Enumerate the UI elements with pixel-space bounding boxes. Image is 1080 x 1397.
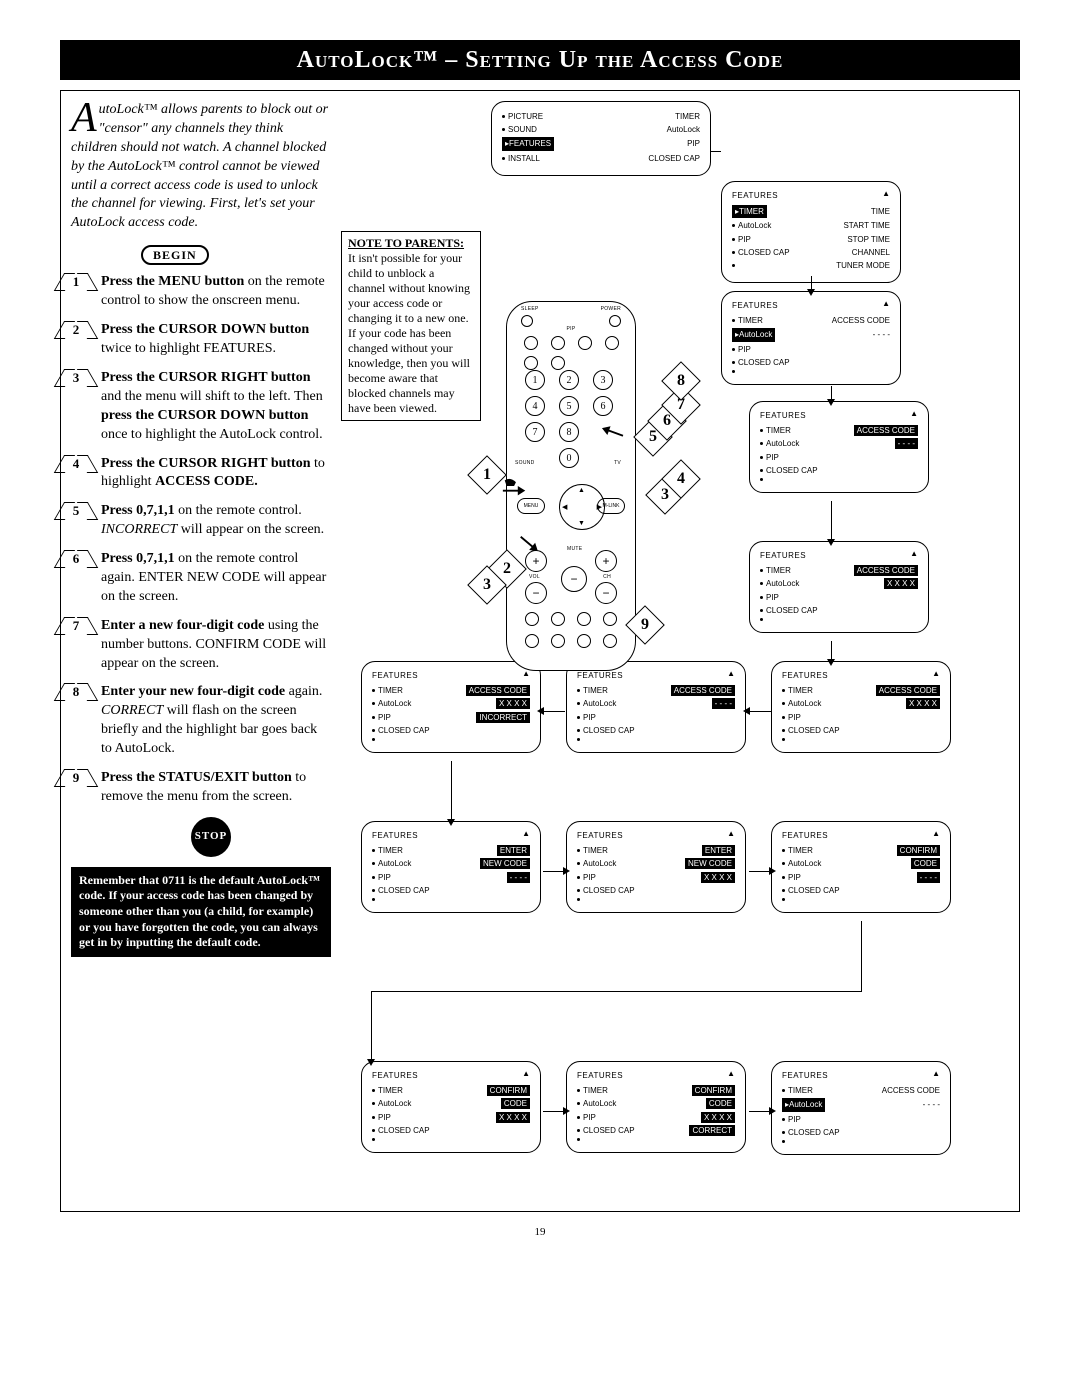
osd-access-code-dash2: ▲FEATURES TIMERACCESS CODE AutoLock- - -… [566, 661, 746, 753]
osd-access-code-xxxx2: ▲FEATURES TIMERACCESS CODE AutoLockX X X… [771, 661, 951, 753]
remote-key-4[interactable]: 4 [525, 396, 545, 416]
remote-key-2[interactable]: 2 [559, 370, 579, 390]
remote-pip-row2 [517, 356, 625, 370]
remote-key-7[interactable]: 7 [525, 422, 545, 442]
step-4: 4Press the CURSOR RIGHT button to highli… [71, 455, 331, 493]
reminder-box: Remember that 0711 is the default AutoLo… [71, 867, 331, 957]
begin-badge: BEGIN [141, 245, 209, 265]
remote-key-6[interactable]: 6 [593, 396, 613, 416]
hand-icon [501, 476, 529, 496]
note-to-parents: NOTE TO PARENTS: It isn't possible for y… [341, 231, 481, 421]
step-7: 7Enter a new four-digit code using the n… [71, 617, 331, 674]
pip-btn-6[interactable] [551, 356, 565, 370]
page-title-bar: AutoLock™ – Setting Up the Access Code [60, 40, 1020, 80]
osd-access-code-blank: ▲FEATURES TIMERACCESS CODE AutoLock- - -… [749, 401, 929, 493]
remote-key-0[interactable]: 0 [559, 448, 579, 468]
step-number: 6 [63, 550, 89, 568]
step-number: 4 [63, 455, 89, 473]
pip-btn-1[interactable] [524, 336, 538, 350]
remote-key-8[interactable]: 8 [559, 422, 579, 442]
osd-enter-new-dash: ▲FEATURES TIMERENTER AutoLockNEW CODE PI… [361, 821, 541, 913]
step-number: 9 [63, 769, 89, 787]
remote-key-5[interactable]: 5 [559, 396, 579, 416]
step-number: 7 [63, 617, 89, 635]
remote-bottom-row [519, 612, 623, 626]
step-number: 3 [63, 369, 89, 387]
step-2: 2Press the CURSOR DOWN button twice to h… [71, 321, 331, 359]
remote-key-3[interactable]: 3 [593, 370, 613, 390]
osd-feat-autolock: ▲FEATURES TIMERACCESS CODE▸AutoLock- - -… [721, 291, 901, 385]
pip-btn-5[interactable] [524, 356, 538, 370]
remote-bottom-row2 [519, 634, 623, 648]
ch-down[interactable]: − [595, 582, 617, 604]
step-6: 6Press 0,7,1,1 on the remote control aga… [71, 550, 331, 607]
cursor-ring[interactable]: ▲ ▼ ◀ ▶ [559, 484, 605, 530]
step-number: 5 [63, 502, 89, 520]
remote-number-pad: 123 456 78 0 [525, 370, 617, 470]
vol-down[interactable]: − [525, 582, 547, 604]
remote-pip-row [517, 336, 625, 350]
main-content: AutoLock™ allows parents to block out or… [60, 90, 1020, 1212]
osd-enter-new-xxxx: ▲FEATURES TIMERENTER AutoLockNEW CODE PI… [566, 821, 746, 913]
osd-access-code-xxxx: ▲FEATURES TIMERACCESS CODE AutoLockX X X… [749, 541, 929, 633]
lock-icon [978, 42, 1006, 83]
remote-key-1[interactable]: 1 [525, 370, 545, 390]
step-8: 8Enter your new four-digit code again. C… [71, 683, 331, 759]
stop-badge: STOP [191, 817, 231, 857]
osd-confirm-xxxx: ▲FEATURES TIMERCONFIRM AutoLockCODE PIPX… [361, 1061, 541, 1153]
pip-btn-3[interactable] [578, 336, 592, 350]
mute-button[interactable]: − [561, 566, 587, 592]
step-number: 8 [63, 683, 89, 701]
osd-back-autolock: ▲FEATURES TIMERACCESS CODE▸AutoLock- - -… [771, 1061, 951, 1155]
pip-btn-2[interactable] [551, 336, 565, 350]
osd-main-menu: PICTURETIMER SOUNDAutoLock▸FEATURESPIP I… [491, 101, 711, 176]
pip-btn-4[interactable] [605, 336, 619, 350]
osd-incorrect: ▲FEATURES TIMERACCESS CODE AutoLockX X X… [361, 661, 541, 753]
step-3: 3Press the CURSOR RIGHT button and the m… [71, 369, 331, 445]
osd-correct: ▲FEATURES TIMERCONFIRM AutoLockCODE PIPX… [566, 1061, 746, 1153]
instructions-column: AutoLock™ allows parents to block out or… [71, 101, 331, 1201]
step-5: 5Press 0,7,1,1 on the remote control. IN… [71, 502, 331, 540]
ch-up[interactable]: + [595, 550, 617, 572]
page-number: 19 [60, 1226, 1020, 1238]
intro-text: AutoLock™ allows parents to block out or… [71, 101, 331, 233]
page-title: AutoLock™ – Setting Up the Access Code [297, 47, 784, 74]
osd-confirm-dash: ▲FEATURES TIMERCONFIRM AutoLockCODE PIP-… [771, 821, 951, 913]
step-1: 1Press the MENU button on the remote con… [71, 273, 331, 311]
menu-button[interactable]: MENU [517, 498, 545, 514]
diagram-column: PICTURETIMER SOUNDAutoLock▸FEATURESPIP I… [341, 101, 1009, 1201]
step-number: 2 [63, 321, 89, 339]
step-number: 1 [63, 273, 89, 291]
step-9: 9Press the STATUS/EXIT button to remove … [71, 769, 331, 807]
osd-feat-timer: ▲FEATURES▸TIMERTIME AutoLockSTART TIME P… [721, 181, 901, 283]
